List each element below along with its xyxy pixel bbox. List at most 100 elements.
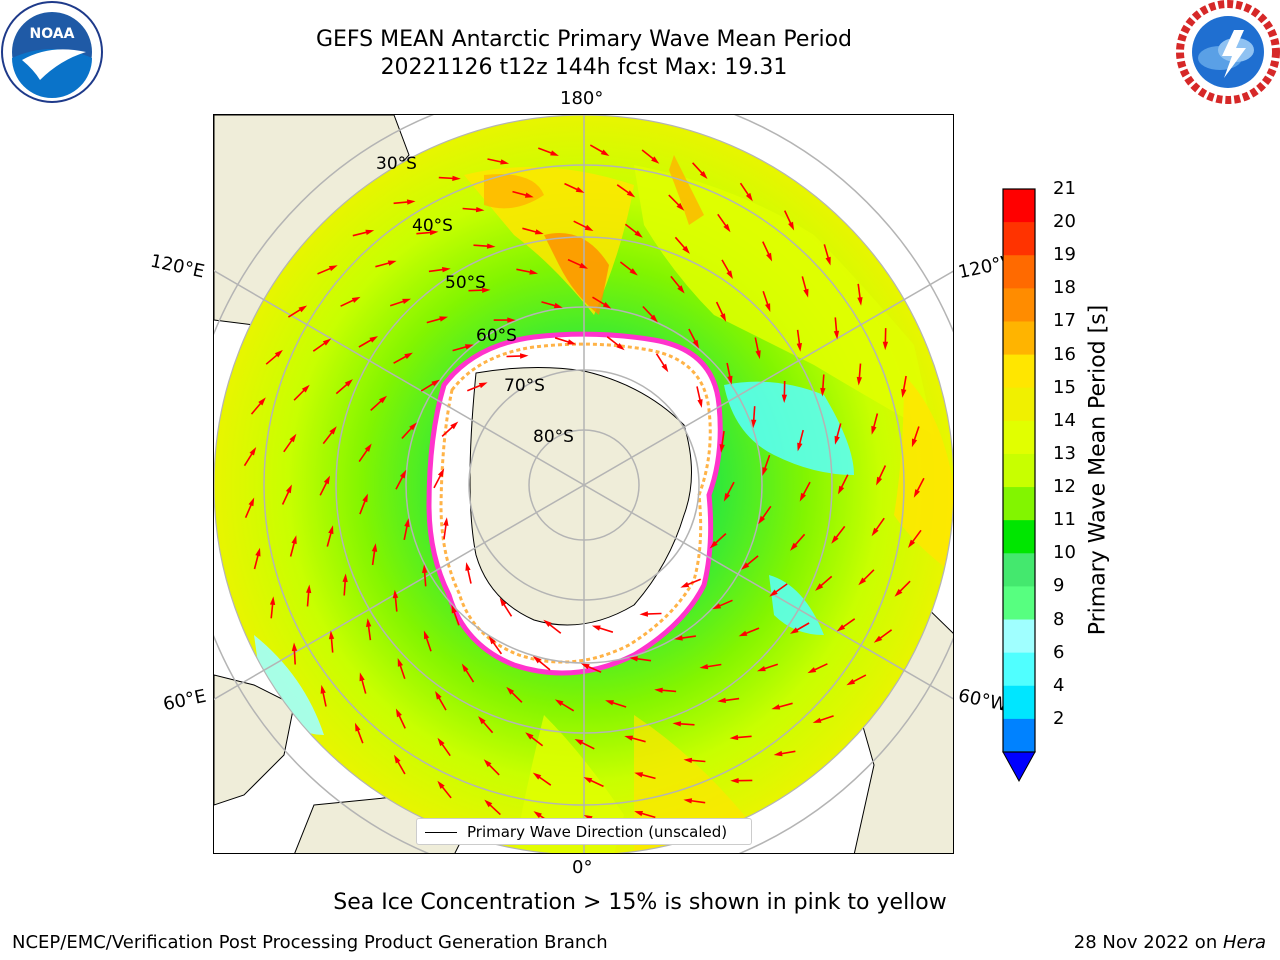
colorbar-cell bbox=[1003, 652, 1035, 687]
wave-arrow-head bbox=[857, 297, 863, 306]
wave-arrow-head bbox=[769, 589, 778, 597]
wave-arrow bbox=[773, 583, 788, 594]
wave-arrow-head bbox=[395, 708, 402, 718]
wave-arrow-head bbox=[249, 447, 257, 456]
wave-arrow bbox=[420, 382, 436, 392]
wave-arrow-head bbox=[437, 468, 445, 477]
wave-arrow bbox=[452, 345, 469, 352]
wave-arrow-head bbox=[803, 288, 809, 298]
wave-arrow-head bbox=[483, 759, 492, 768]
wave-arrow-head bbox=[871, 527, 879, 537]
colorbar bbox=[1002, 188, 1036, 783]
wave-arrow bbox=[688, 328, 697, 344]
wave-arrow-head bbox=[422, 564, 428, 573]
wave-arrow bbox=[579, 740, 595, 750]
noaa-logo-text: NOAA bbox=[30, 26, 75, 42]
wave-arrow-head bbox=[437, 737, 445, 747]
wave-arrow bbox=[841, 618, 856, 629]
lon-label-0: 0° bbox=[572, 857, 593, 878]
wave-arrow-head bbox=[248, 497, 255, 507]
wave-arrow bbox=[573, 220, 589, 230]
wave-arrow bbox=[754, 337, 760, 354]
wave-arrow-head bbox=[834, 435, 840, 445]
wave-arrow bbox=[821, 374, 825, 391]
wave-arrow-head bbox=[781, 394, 787, 403]
wave-arrow-head bbox=[402, 298, 411, 304]
wave-arrow bbox=[762, 290, 770, 307]
colorbar-tick-label: 12 bbox=[1053, 476, 1076, 498]
wave-arrow-head bbox=[799, 492, 806, 502]
wave-arrow-head bbox=[583, 777, 593, 784]
wave-arrow bbox=[306, 590, 310, 607]
wave-arrow bbox=[537, 775, 552, 786]
wave-arrow bbox=[872, 413, 879, 430]
wave-arrow-head bbox=[439, 316, 448, 322]
wave-direction-arrows bbox=[243, 144, 925, 826]
colorbar-cell bbox=[1003, 718, 1035, 753]
wave-arrow-head bbox=[323, 475, 330, 485]
wave-arrow-head bbox=[616, 343, 625, 351]
wave-arrow bbox=[340, 298, 356, 307]
wave-arrow-head bbox=[634, 772, 644, 778]
wave-arrow bbox=[715, 301, 725, 317]
wave-arrow bbox=[426, 317, 443, 324]
wave-arrow-head bbox=[423, 630, 430, 640]
wave-arrow-head bbox=[825, 256, 831, 266]
wave-arrow bbox=[674, 236, 687, 250]
wave-arrow bbox=[358, 338, 374, 348]
wave-arrow-head bbox=[796, 343, 802, 352]
wave-arrow bbox=[726, 362, 732, 379]
wave-arrow-head bbox=[788, 221, 795, 231]
wave-arrow-head bbox=[431, 379, 440, 387]
wave-arrow-head bbox=[873, 635, 883, 643]
wave-arrow bbox=[597, 626, 614, 633]
wave-arrow-head bbox=[765, 303, 771, 312]
wave-arrow-head bbox=[913, 489, 920, 498]
footer-date: 28 Nov 2022 on Hera bbox=[1074, 932, 1266, 953]
wave-arrow bbox=[745, 555, 759, 567]
colorbar-tick-label: 21 bbox=[1053, 178, 1076, 199]
wave-arrow-head bbox=[355, 722, 361, 732]
wave-arrow-head bbox=[478, 716, 486, 725]
wave-arrow-head bbox=[475, 207, 485, 213]
wave-arrow bbox=[289, 540, 296, 557]
wave-arrow bbox=[541, 301, 558, 307]
colorbar-cell bbox=[1003, 553, 1035, 587]
antarctica bbox=[426, 331, 723, 676]
wave-arrow-head bbox=[727, 375, 733, 385]
wave-arrow bbox=[801, 481, 811, 497]
map-legend: Primary Wave Direction (unscaled) bbox=[416, 818, 752, 845]
wave-arrow bbox=[317, 266, 333, 275]
wave-arrow bbox=[393, 201, 410, 205]
wave-arrow-head bbox=[773, 750, 783, 757]
wave-arrow-head bbox=[758, 515, 766, 525]
wave-arrow bbox=[606, 336, 621, 348]
wave-arrow-head bbox=[465, 562, 471, 571]
wave-arrow bbox=[776, 702, 793, 709]
wave-arrow bbox=[488, 803, 501, 816]
wave-arrow bbox=[589, 144, 605, 154]
colorbar-tick-label: 6 bbox=[1053, 641, 1065, 663]
wave-arrow-head bbox=[507, 317, 516, 323]
wave-arrow bbox=[293, 648, 296, 665]
wave-arrow-head bbox=[274, 349, 283, 358]
wave-arrow-head bbox=[342, 573, 348, 583]
wave-arrow-head bbox=[392, 589, 399, 599]
wave-arrow bbox=[468, 289, 485, 292]
wave-arrow bbox=[423, 570, 427, 587]
wave-arrow-head bbox=[831, 535, 839, 544]
wave-arrow bbox=[512, 190, 529, 197]
lat-label-40s: 40°S bbox=[412, 216, 453, 236]
wave-arrow-head bbox=[285, 484, 292, 494]
wave-arrow bbox=[438, 176, 455, 180]
wave-arrow bbox=[265, 353, 279, 365]
wave-arrow-head bbox=[451, 604, 457, 614]
wave-arrow-head bbox=[289, 433, 297, 443]
lat-label-70s: 70°S bbox=[504, 376, 545, 396]
lat-label-80s: 80°S bbox=[533, 427, 574, 447]
wave-arrow bbox=[509, 690, 523, 703]
wave-arrow bbox=[610, 701, 627, 708]
wave-arrow-head bbox=[574, 739, 584, 746]
wave-arrow bbox=[898, 580, 911, 594]
wave-arrow bbox=[326, 530, 333, 547]
